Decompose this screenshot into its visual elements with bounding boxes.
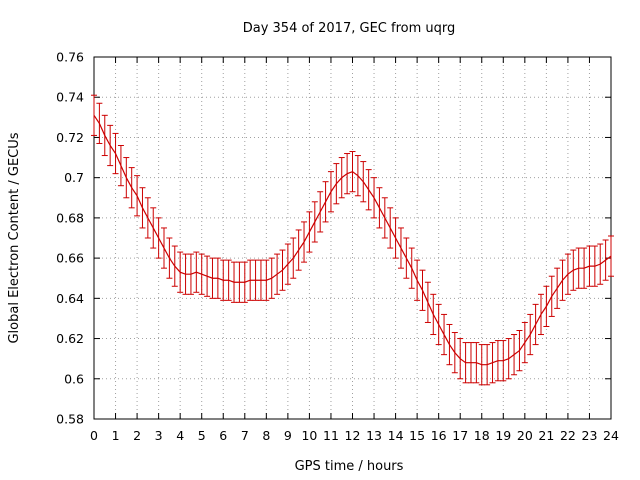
x-tick-label: 9 bbox=[284, 428, 292, 443]
x-tick-label: 22 bbox=[560, 428, 576, 443]
x-tick-label: 10 bbox=[301, 428, 317, 443]
x-tick-label: 18 bbox=[474, 428, 490, 443]
y-tick-label: 0.64 bbox=[56, 291, 84, 306]
x-tick-label: 20 bbox=[517, 428, 533, 443]
y-tick-label: 0.76 bbox=[56, 50, 84, 65]
chart-title: Day 354 of 2017, GEC from uqrg bbox=[243, 21, 456, 36]
y-tick-label: 0.7 bbox=[64, 170, 84, 185]
y-tick-labels: 0.58 0.6 0.62 0.64 0.66 0.68 0.7 0.72 0.74 0.76 bbox=[56, 50, 84, 427]
y-tick-label: 0.6 bbox=[64, 371, 84, 386]
x-tick-label: 6 bbox=[219, 428, 227, 443]
grid-lines bbox=[94, 57, 611, 419]
x-tick-label: 19 bbox=[495, 428, 511, 443]
y-tick-label: 0.74 bbox=[56, 90, 84, 105]
x-tick-label: 2 bbox=[133, 428, 141, 443]
x-tick-label: 0 bbox=[90, 428, 98, 443]
x-tick-label: 7 bbox=[241, 428, 249, 443]
x-tick-label: 21 bbox=[538, 428, 554, 443]
series-line bbox=[93, 114, 612, 366]
x-tick-label: 17 bbox=[452, 428, 468, 443]
x-tick-label: 24 bbox=[603, 428, 619, 443]
x-tick-label: 12 bbox=[345, 428, 361, 443]
x-tick-label: 16 bbox=[431, 428, 447, 443]
x-tick-labels: 0 1 2 3 4 5 6 7 8 9 10 11 12 13 14 15 16 17 18 19 20 21 22 23 24 bbox=[90, 428, 619, 443]
x-tick-label: 8 bbox=[262, 428, 270, 443]
x-tick-label: 14 bbox=[388, 428, 404, 443]
x-axis-label: GPS time / hours bbox=[295, 459, 404, 474]
x-tick-label: 4 bbox=[176, 428, 184, 443]
x-tick-label: 13 bbox=[366, 428, 382, 443]
y-axis-label: Global Electron Content / GECUs bbox=[7, 132, 22, 343]
x-tick-label: 15 bbox=[409, 428, 425, 443]
y-tick-label: 0.72 bbox=[56, 130, 84, 145]
x-tick-label: 1 bbox=[112, 428, 120, 443]
y-tick-label: 0.66 bbox=[56, 251, 84, 266]
x-tick-label: 23 bbox=[582, 428, 598, 443]
y-tick-label: 0.58 bbox=[56, 412, 84, 427]
x-tick-label: 3 bbox=[155, 428, 163, 443]
x-tick-label: 11 bbox=[323, 428, 339, 443]
x-tick-label: 5 bbox=[198, 428, 206, 443]
y-tick-label: 0.62 bbox=[56, 331, 84, 346]
y-tick-label: 0.68 bbox=[56, 210, 84, 225]
